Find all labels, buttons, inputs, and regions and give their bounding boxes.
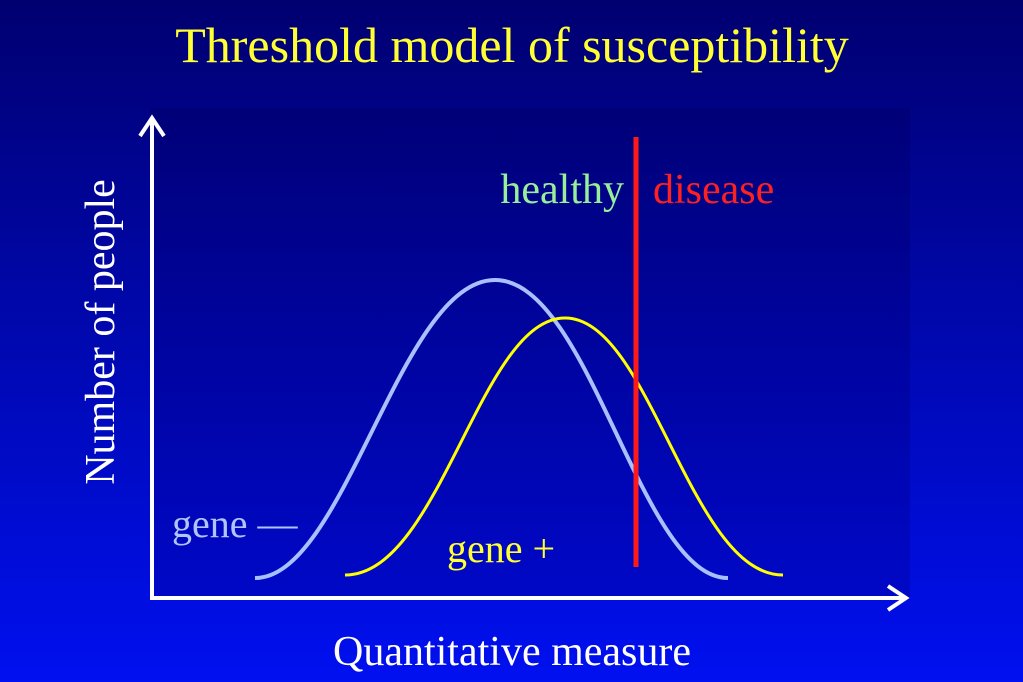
plot-area	[150, 108, 910, 600]
healthy-label: healthy	[500, 167, 624, 213]
gene-plus-label: gene +	[447, 526, 555, 571]
x-axis-arrow	[886, 584, 910, 612]
y-axis-arrow	[138, 114, 166, 138]
x-axis-label: Quantitative measure	[333, 629, 691, 675]
gene-minus-curve	[254, 277, 729, 580]
title: Threshold model of susceptibility	[175, 17, 849, 73]
gene-minus-label: gene —	[172, 501, 299, 546]
disease-label: disease	[653, 167, 774, 213]
y-axis-label: Number of people	[78, 179, 124, 485]
gene-plus-curve	[344, 316, 784, 577]
